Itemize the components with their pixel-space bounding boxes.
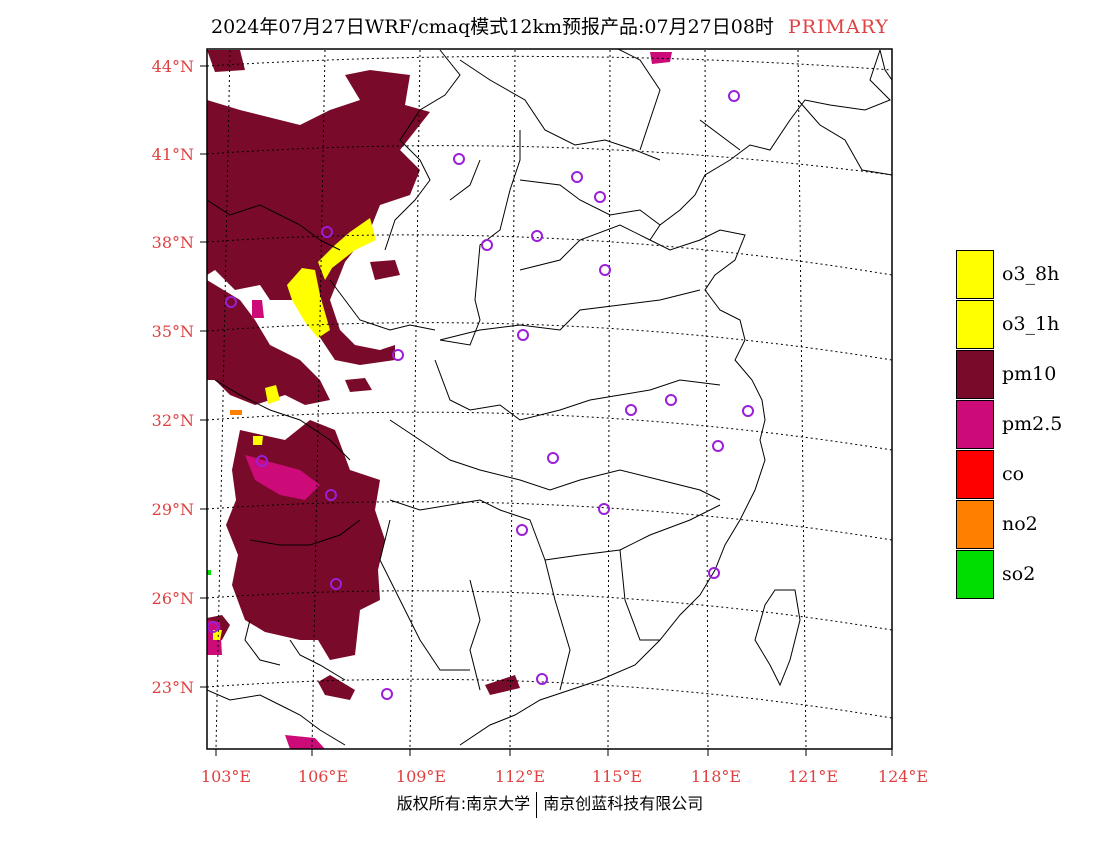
legend-label: pm10 [1002, 363, 1057, 385]
legend-label: o3_8h [1002, 263, 1060, 285]
lat-label: 26°N [152, 589, 194, 608]
lat-label: 32°N [152, 411, 194, 430]
station-marker [625, 404, 637, 416]
lat-labels: 44°N 41°N 38°N 35°N 32°N 29°N 26°N 23°N [152, 57, 194, 697]
station-marker [321, 226, 333, 238]
legend-item-co: co [956, 449, 1062, 499]
station-marker [571, 171, 583, 183]
station-marker [712, 440, 724, 452]
legend-swatch [956, 249, 994, 299]
lon-label: 121°E [788, 767, 838, 786]
station-marker [225, 296, 237, 308]
legend: o3_8h o3_1h pm10 pm2.5 co no2 so2 [956, 249, 1062, 599]
station-marker [531, 230, 543, 242]
lon-label: 109°E [396, 767, 446, 786]
legend-swatch [956, 349, 994, 399]
station-marker [708, 567, 720, 579]
legend-label: pm2.5 [1002, 413, 1063, 435]
legend-swatch [956, 449, 994, 499]
ticks [200, 65, 893, 756]
lat-label: 38°N [152, 233, 194, 252]
so2-region [207, 570, 211, 575]
o3-region [213, 218, 376, 640]
map-frame [206, 48, 893, 750]
copyright-footer: 版权所有:南京大学 南京创蓝科技有限公司 [0, 790, 1100, 818]
station-marker [330, 578, 342, 590]
lon-label: 112°E [495, 767, 545, 786]
legend-item-o3-1h: o3_1h [956, 299, 1062, 349]
footer-right: 南京创蓝科技有限公司 [543, 794, 704, 813]
lon-label: 106°E [298, 767, 348, 786]
lon-label: 124°E [878, 767, 928, 786]
legend-label: no2 [1002, 513, 1038, 535]
station-marker [536, 673, 548, 685]
legend-swatch [956, 499, 994, 549]
station-marker [742, 405, 754, 417]
lon-label: 115°E [592, 767, 642, 786]
title-tag: PRIMARY [787, 16, 889, 38]
legend-item-pm25: pm2.5 [956, 399, 1062, 449]
legend-item-o3-8h: o3_8h [956, 249, 1062, 299]
station-marker [728, 90, 740, 102]
title-main: 2024年07月27日WRF/cmaq模式12km预报产品:07月27日08时 [211, 16, 774, 38]
pm10-region [207, 50, 520, 700]
lon-label: 103°E [201, 767, 251, 786]
map-title: 2024年07月27日WRF/cmaq模式12km预报产品:07月27日08时 P… [0, 12, 1100, 39]
station-marker [207, 621, 219, 633]
station-marker [392, 349, 404, 361]
boundaries [207, 49, 892, 746]
graticule [207, 49, 892, 749]
legend-item-no2: no2 [956, 499, 1062, 549]
legend-label: co [1002, 463, 1025, 485]
station-marker [665, 394, 677, 406]
station-markers [207, 90, 754, 700]
station-marker [453, 153, 465, 165]
legend-item-so2: so2 [956, 549, 1062, 599]
station-marker [381, 688, 393, 700]
legend-swatch [956, 299, 994, 349]
no2-region [230, 410, 242, 415]
station-marker [256, 455, 268, 467]
station-marker [516, 524, 528, 536]
lat-label: 44°N [152, 57, 194, 76]
station-marker [598, 503, 610, 515]
station-marker [517, 329, 529, 341]
lon-label: 118°E [691, 767, 741, 786]
legend-label: o3_1h [1002, 313, 1060, 335]
legend-item-pm10: pm10 [956, 349, 1062, 399]
legend-swatch [956, 549, 994, 599]
station-marker [325, 489, 337, 501]
footer-left: 版权所有:南京大学 [396, 794, 531, 813]
lat-label: 29°N [152, 500, 194, 519]
lat-label: 35°N [152, 322, 194, 341]
station-marker [481, 239, 493, 251]
station-marker [599, 264, 611, 276]
legend-label: so2 [1002, 563, 1036, 585]
lon-labels: 103°E 106°E 109°E 112°E 115°E 118°E 121°… [201, 767, 928, 786]
lat-label: 23°N [152, 678, 194, 697]
station-marker [547, 452, 559, 464]
lat-label: 41°N [152, 145, 194, 164]
footer-separator [536, 791, 538, 818]
legend-swatch [956, 399, 994, 449]
station-marker [594, 191, 606, 203]
